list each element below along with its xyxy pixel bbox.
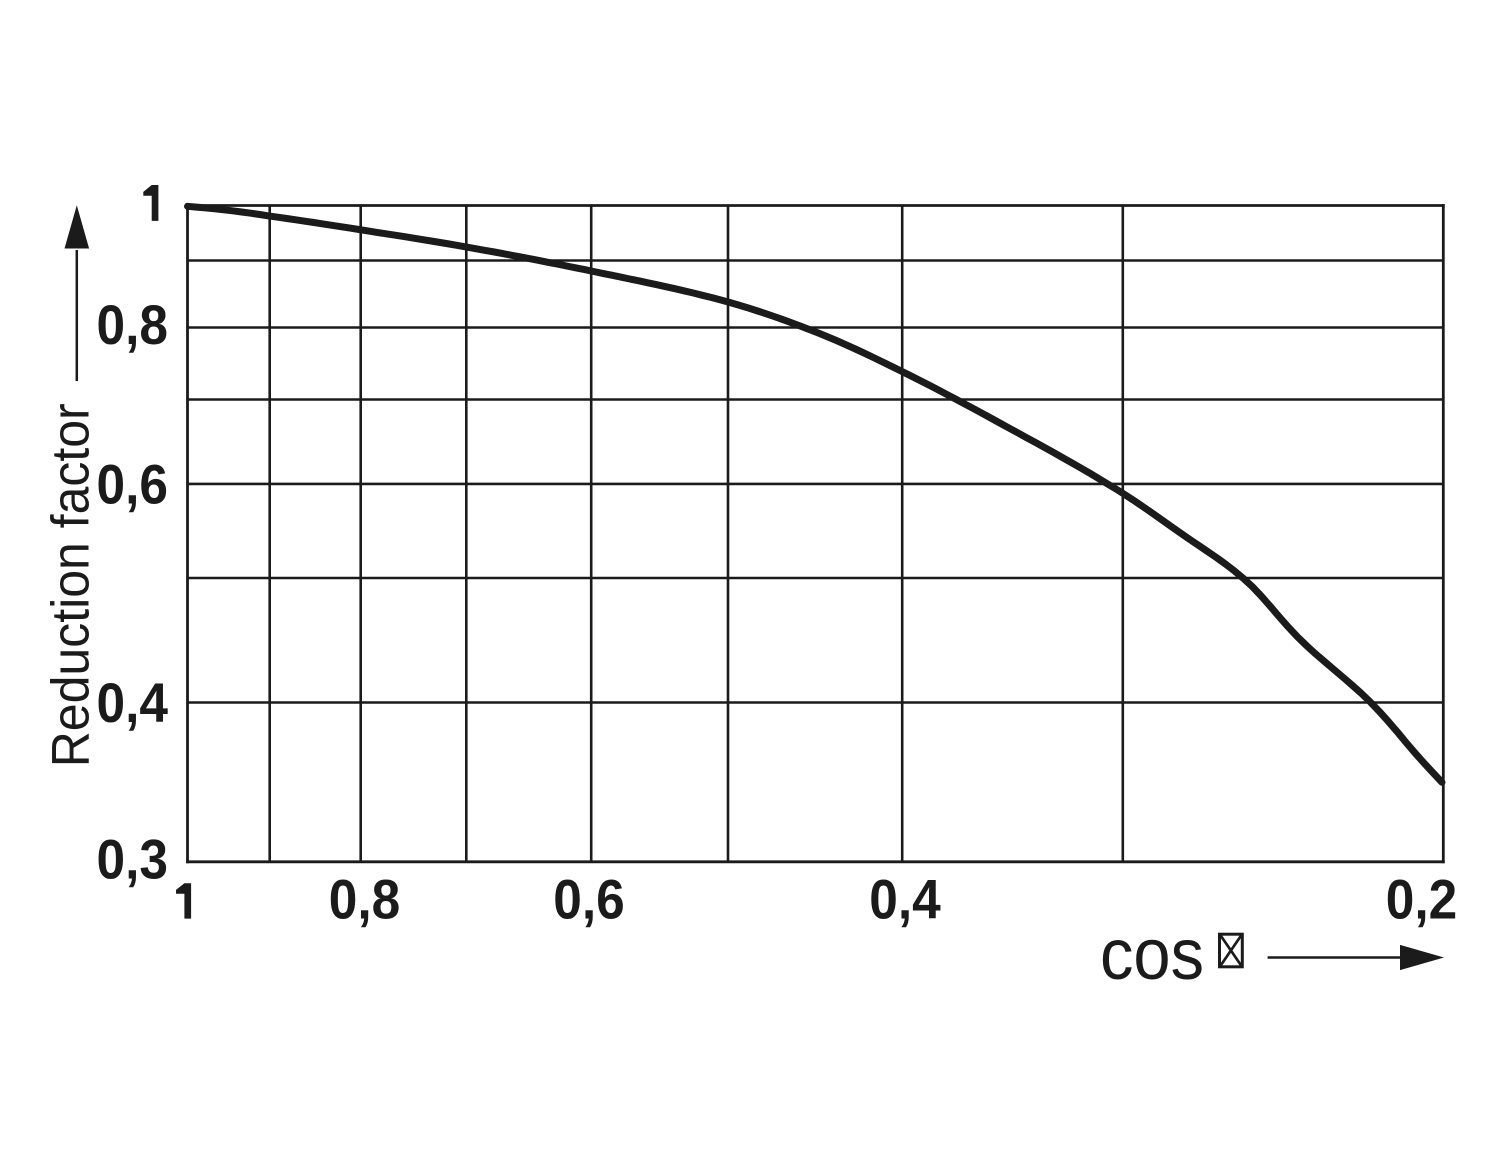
svg-text:0,4: 0,4 [97,672,169,734]
svg-text:0,4: 0,4 [869,869,941,931]
svg-text:0,6: 0,6 [97,453,169,515]
svg-text:0,3: 0,3 [97,828,169,890]
svg-text:0,8: 0,8 [97,294,169,356]
svg-text:cos: cos [1100,915,1204,995]
svg-text:0,8: 0,8 [329,869,401,931]
svg-text:0,6: 0,6 [553,869,625,931]
svg-text:0,2: 0,2 [1386,869,1458,931]
svg-text:Reduction factor: Reduction factor [42,403,101,767]
